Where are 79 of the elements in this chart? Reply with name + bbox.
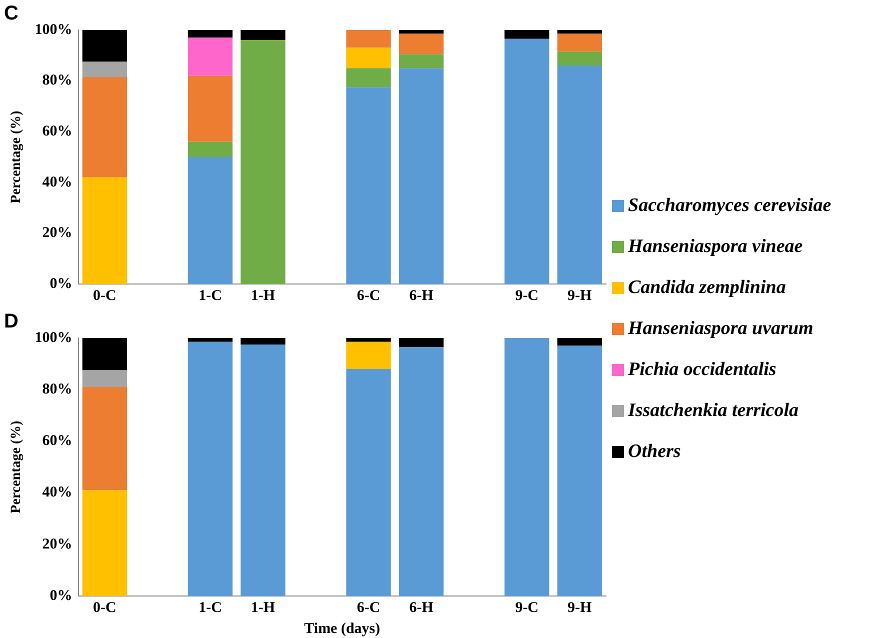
x-tick-label: 9-H [568,600,592,616]
legend-label: Candida zemplinina [628,276,786,298]
x-tick-label: 1-C [198,288,222,304]
x-tick-label: 1-H [250,600,276,616]
y-axis-title: Percentage (%) [9,110,24,204]
y-tick-label: 80% [42,381,72,398]
bar [398,338,444,348]
y-tick-label: 60% [42,433,72,450]
bar [240,30,286,40]
bar [240,344,286,596]
bar [398,68,444,284]
bar [398,30,444,34]
x-tick-label: 6-H [409,600,434,616]
bar [557,52,602,66]
bar [557,338,602,346]
bar [82,490,128,596]
y-tick-label: 100% [34,22,72,38]
bar [557,346,602,596]
bar [188,338,233,342]
bar [398,347,444,596]
x-tick-label: 9-C [515,600,539,616]
legend-label: Saccharomyces cerevisiae [628,194,832,216]
bar [346,368,391,596]
bar [346,338,391,342]
x-axis-title: Time (days) [304,620,380,637]
bar [188,76,233,142]
y-axis-title: Percentage (%) [9,420,24,514]
bar [398,34,444,54]
bar [240,338,286,344]
x-tick-label: 9-H [568,288,592,304]
x-tick-label: 1-C [198,600,222,616]
bar [504,38,550,284]
legend-label: Issatchenkia terricola [628,400,798,422]
bar [82,177,128,284]
bar [82,62,128,77]
chart-title: C [4,2,18,25]
bar [82,370,128,388]
legend-label: Hanseniaspora uvarum [628,318,814,340]
x-tick-label: 0-C [93,288,116,304]
bar [346,68,391,88]
bar [188,142,233,157]
bar [240,40,286,284]
y-tick-label: 20% [42,536,72,552]
bar [504,30,550,39]
y-tick-label: 100% [34,330,72,346]
legend-label: Pichia occidentalis [628,358,776,380]
bar [188,30,233,38]
y-tick-label: 20% [42,225,72,242]
bar [188,38,233,76]
bar [557,34,602,52]
bar [188,342,233,596]
y-tick-label: 0% [50,276,72,292]
bar [188,157,233,284]
bar [82,30,128,62]
bar [346,342,391,369]
x-tick-label: 1-H [250,288,276,304]
chart-title: D [4,310,18,333]
x-tick-label: 9-C [515,288,539,304]
legend-label: Others [628,440,681,462]
bar [82,76,128,178]
y-tick-label: 60% [42,123,72,140]
bar [504,338,550,596]
y-tick-label: 0% [50,588,72,604]
bar [557,30,602,34]
bar [346,30,391,48]
y-tick-label: 40% [42,484,72,501]
bar [398,54,444,68]
bar [346,87,391,284]
y-tick-label: 40% [42,174,72,190]
x-tick-label: 6-H [409,288,434,304]
legend-label: Hanseniaspora vineae [628,236,803,258]
x-tick-label: 6-C [356,600,380,616]
x-tick-label: 6-C [356,288,380,304]
y-tick-label: 80% [42,72,72,89]
bar [82,387,128,490]
x-tick-label: 0-C [93,600,116,616]
bar [557,66,602,284]
bar [346,48,391,68]
bar [82,338,128,370]
